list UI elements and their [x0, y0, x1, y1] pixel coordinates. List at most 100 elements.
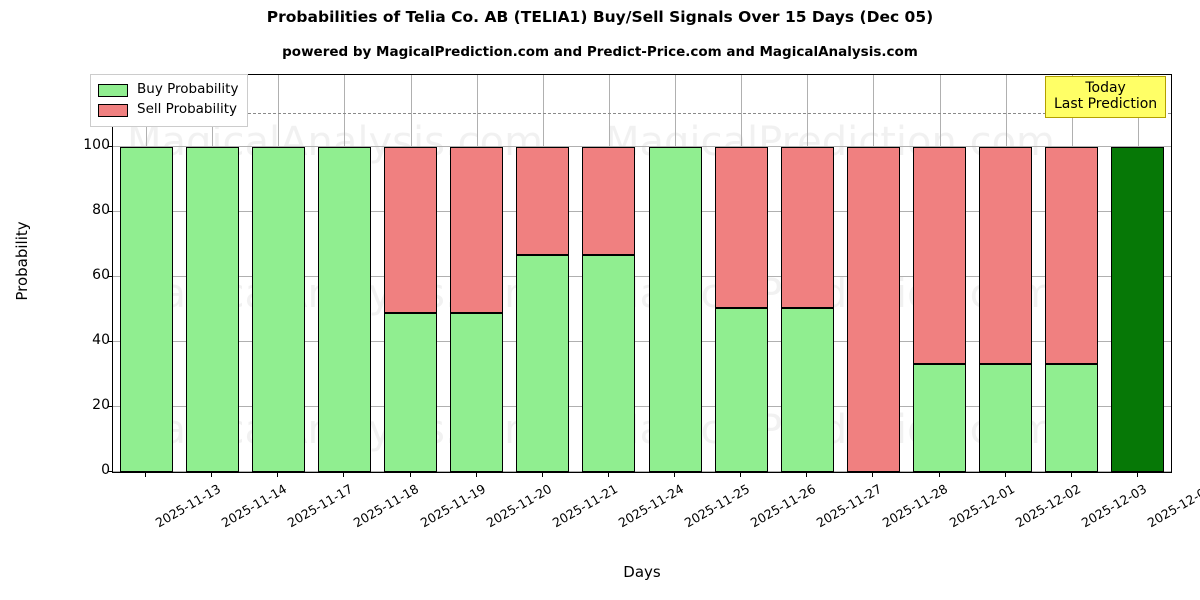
legend-item-buy: Buy Probability — [98, 80, 238, 100]
bar-segment-sell[interactable] — [1045, 146, 1099, 364]
x-axis-tick-label: 2025-11-26 — [747, 481, 819, 531]
bar-segment-buy[interactable] — [714, 307, 768, 472]
x-axis-tick-mark — [410, 473, 411, 477]
x-axis-tick-label: 2025-11-20 — [483, 481, 554, 531]
bar-segment-buy[interactable] — [913, 363, 966, 472]
y-axis-tick-label: 20 — [92, 396, 110, 413]
bar-segment-sell[interactable] — [913, 146, 966, 364]
x-axis-tick-label: 2025-11-19 — [417, 481, 488, 531]
y-axis-tick-mark — [108, 145, 112, 147]
bar-segment-sell[interactable] — [979, 146, 1033, 364]
bar-group[interactable] — [846, 146, 900, 472]
legend-swatch-sell — [98, 103, 128, 117]
bar-group[interactable] — [582, 146, 636, 472]
x-axis-tick-mark — [277, 473, 278, 477]
chart-legend: Buy Probability Sell Probability — [90, 74, 249, 127]
bar-segment-sell[interactable] — [582, 146, 636, 255]
x-axis-tick-mark — [740, 473, 741, 477]
y-axis-tick-mark — [108, 210, 112, 212]
bar-segment-today[interactable] — [1111, 146, 1165, 472]
x-axis-tick-label: 2025-12-03 — [1078, 481, 1149, 531]
bar-segment-sell[interactable] — [384, 146, 437, 313]
chart-title: Probabilities of Telia Co. AB (TELIA1) B… — [266, 8, 934, 26]
y-axis-tick-label: 80 — [92, 201, 110, 218]
bar-group[interactable] — [979, 146, 1033, 472]
legend-label-sell: Sell Probability — [137, 101, 238, 118]
bar-group[interactable] — [119, 146, 173, 472]
bar-group[interactable] — [516, 146, 570, 472]
x-axis-tick-label: 2025-11-14 — [218, 481, 290, 531]
bar-group[interactable] — [780, 146, 834, 472]
x-axis-tick-mark — [674, 473, 675, 477]
x-axis-tick-label: 2025-12-02 — [1012, 481, 1083, 531]
bar-segment-buy[interactable] — [648, 146, 702, 472]
bar-segment-sell[interactable] — [714, 146, 768, 308]
x-axis-tick-mark — [542, 473, 543, 477]
x-axis-tick-label: 2025-11-18 — [351, 481, 422, 531]
x-axis-tick-label: 2025-11-25 — [681, 481, 753, 531]
x-axis-tick-mark — [343, 473, 344, 477]
y-axis-tick-mark — [108, 471, 112, 472]
bar-segment-sell[interactable] — [846, 146, 900, 472]
x-axis-tick-label: 2025-11-24 — [615, 481, 687, 531]
y-axis-tick-label: 40 — [92, 331, 110, 348]
x-axis-tick-mark — [872, 473, 873, 477]
x-axis-tick-label: 2025-11-13 — [152, 481, 224, 531]
x-axis-tick-label: 2025-12-01 — [946, 481, 1017, 531]
bar-segment-sell[interactable] — [450, 146, 504, 313]
legend-swatch-buy — [98, 83, 128, 97]
chart-subtitle: powered by MagicalPrediction.com and Pre… — [282, 44, 918, 60]
bar-group[interactable] — [714, 146, 768, 472]
y-axis-tick-label: 0 — [101, 462, 110, 478]
bar-segment-buy[interactable] — [119, 146, 173, 472]
bar-segment-buy[interactable] — [450, 312, 504, 472]
y-axis-label: Probability — [13, 221, 31, 301]
x-axis-tick-mark — [939, 473, 940, 477]
x-axis-tick-mark — [1071, 473, 1072, 477]
x-axis-tick-label: 2025-11-21 — [549, 481, 620, 531]
x-axis-tick-mark — [145, 473, 146, 477]
gridline-horizontal — [113, 471, 1171, 472]
x-axis-tick-mark — [211, 473, 212, 477]
bar-segment-buy[interactable] — [185, 146, 239, 472]
x-axis-tick-label: 2025-11-28 — [880, 481, 951, 531]
bar-segment-buy[interactable] — [979, 363, 1033, 472]
bar-group[interactable] — [251, 146, 305, 472]
x-axis-tick-mark — [476, 473, 477, 477]
x-axis-tick-mark — [608, 473, 609, 477]
gridline-horizontal — [113, 275, 1171, 277]
bar-group[interactable] — [1111, 146, 1165, 472]
today-annotation-line1: Today — [1085, 80, 1126, 96]
bar-segment-buy[interactable] — [317, 146, 371, 472]
bar-group[interactable] — [384, 146, 437, 472]
bar-group[interactable] — [648, 146, 702, 472]
bar-segment-buy[interactable] — [251, 146, 305, 472]
x-axis-tick-mark — [1005, 473, 1006, 477]
y-axis-tick-label: 60 — [92, 266, 110, 283]
x-axis-tick-label: 2025-11-27 — [814, 481, 885, 531]
bar-group[interactable] — [185, 146, 239, 472]
bar-group[interactable] — [1045, 146, 1099, 472]
bar-segment-buy[interactable] — [1045, 363, 1099, 472]
y-axis-tick-mark — [108, 340, 112, 342]
bar-segment-buy[interactable] — [516, 254, 570, 472]
bar-segment-buy[interactable] — [780, 307, 834, 472]
bars-container — [113, 75, 1171, 472]
bar-segment-buy[interactable] — [582, 254, 636, 472]
gridline-horizontal — [113, 405, 1171, 407]
bar-segment-sell[interactable] — [516, 146, 570, 255]
y-axis-tick-label: 100 — [83, 136, 110, 153]
bar-group[interactable] — [913, 146, 966, 472]
bar-group[interactable] — [450, 146, 504, 472]
today-annotation-line2: Last Prediction — [1054, 96, 1158, 113]
bar-segment-sell[interactable] — [780, 146, 834, 308]
x-axis-tick-label: 2025-12-04 — [1144, 481, 1200, 531]
y-axis-tick-mark — [108, 275, 112, 277]
plot-area: MagicalAnalysis.com MagicalPrediction.co… — [112, 74, 1172, 473]
bar-group[interactable] — [317, 146, 371, 472]
legend-label-buy: Buy Probability — [137, 81, 239, 98]
x-axis-tick-mark — [806, 473, 807, 477]
bar-segment-buy[interactable] — [384, 312, 437, 472]
legend-item-sell: Sell Probability — [98, 100, 238, 120]
x-axis-label: Days — [623, 563, 661, 581]
